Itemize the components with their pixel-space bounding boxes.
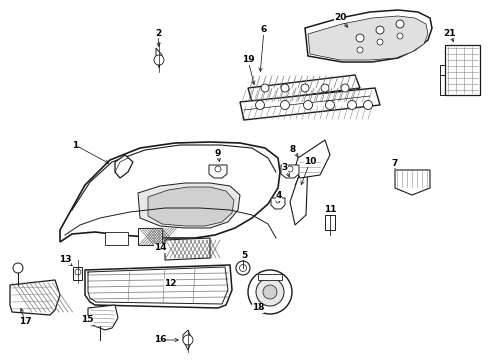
Text: 9: 9 [214,148,221,158]
Text: 15: 15 [81,315,93,324]
Circle shape [303,100,312,109]
Circle shape [75,269,81,275]
Circle shape [263,285,276,299]
Bar [258,274,282,280]
Polygon shape [247,75,359,102]
Circle shape [301,84,308,92]
Circle shape [280,100,289,109]
Polygon shape [115,155,133,178]
Text: 18: 18 [251,303,264,312]
Polygon shape [88,305,118,330]
Polygon shape [164,238,209,260]
Circle shape [256,278,284,306]
Circle shape [347,100,356,109]
Text: 17: 17 [19,318,31,327]
Text: 3: 3 [281,163,287,172]
Circle shape [215,166,221,172]
Circle shape [375,26,383,34]
Text: 20: 20 [333,13,346,22]
Polygon shape [60,142,280,242]
Polygon shape [10,280,60,315]
Circle shape [247,270,291,314]
Polygon shape [138,183,240,228]
Polygon shape [240,88,379,120]
Text: 5: 5 [241,251,246,260]
Polygon shape [307,16,427,60]
Polygon shape [394,170,429,195]
Circle shape [355,34,363,42]
Polygon shape [325,215,334,230]
Polygon shape [281,165,298,178]
Circle shape [239,265,246,271]
Circle shape [363,100,372,109]
Text: 11: 11 [323,206,336,215]
Circle shape [236,261,249,275]
Circle shape [275,199,280,203]
Polygon shape [208,165,226,178]
Text: 10: 10 [303,158,316,166]
Circle shape [396,33,402,39]
Polygon shape [305,10,431,62]
Circle shape [183,335,193,345]
Text: 12: 12 [163,279,176,288]
Circle shape [376,39,382,45]
Polygon shape [156,48,162,68]
Text: 8: 8 [289,144,296,153]
Text: 13: 13 [59,256,71,265]
Text: 16: 16 [153,336,166,345]
Text: 21: 21 [443,28,455,37]
Circle shape [154,55,163,65]
Circle shape [255,100,264,109]
Circle shape [261,84,268,92]
Polygon shape [148,187,234,226]
Circle shape [320,84,328,92]
Text: 4: 4 [275,192,282,201]
Text: 1: 1 [72,140,78,149]
Circle shape [13,263,23,273]
Circle shape [325,100,334,109]
Text: 6: 6 [260,26,266,35]
Polygon shape [444,45,479,95]
Circle shape [286,166,292,172]
Circle shape [356,47,362,53]
Circle shape [340,84,348,92]
Polygon shape [270,198,285,209]
Polygon shape [289,162,307,225]
Text: 2: 2 [155,28,161,37]
Polygon shape [138,228,162,245]
Text: 7: 7 [391,158,397,167]
Polygon shape [85,265,231,308]
Polygon shape [183,330,192,350]
Text: 14: 14 [153,243,166,252]
Circle shape [281,84,288,92]
Polygon shape [105,232,128,245]
Polygon shape [294,140,329,178]
Polygon shape [73,267,82,280]
Circle shape [395,20,403,28]
Text: 19: 19 [241,55,254,64]
